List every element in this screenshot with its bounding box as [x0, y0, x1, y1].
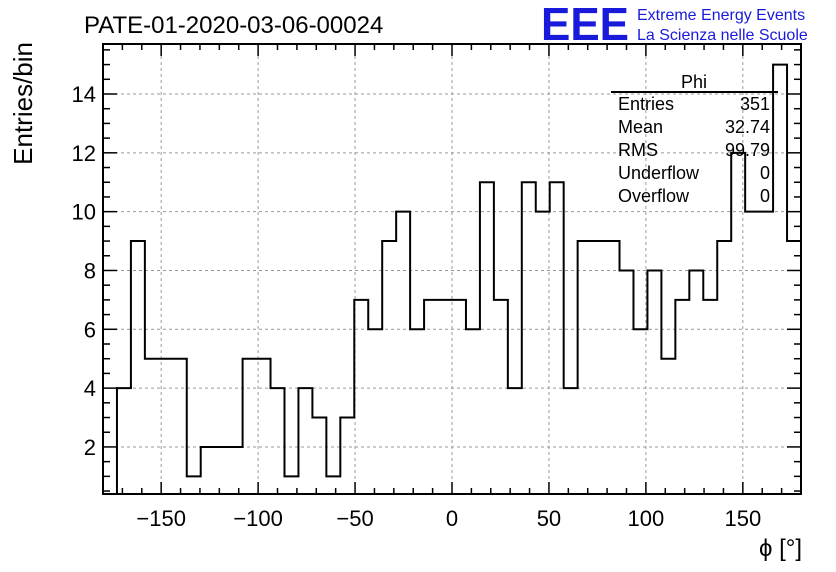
stats-label-entries: Entries	[618, 94, 674, 114]
axis-ticks	[102, 44, 802, 494]
eee-logo-line1: Extreme Energy Events	[637, 7, 805, 24]
grid-lines	[103, 44, 801, 494]
eee-logo: EEE Extreme Energy Events La Scienza nel…	[541, 0, 808, 50]
x-tick-labels: −150 −100 −50 0 50 100 150	[136, 506, 761, 531]
stats-value-rms: 99.79	[725, 140, 770, 160]
stats-value-underflow: 0	[760, 163, 770, 183]
stats-box-name: Phi	[681, 72, 707, 92]
y-tick-label: 2	[84, 435, 96, 460]
stats-label-mean: Mean	[618, 117, 663, 137]
chart-title: PATE-01-2020-03-06-00024	[84, 12, 383, 39]
x-tick-label: 50	[537, 506, 561, 531]
x-tick-label: −50	[336, 506, 373, 531]
stats-box: Phi Entries 351 Mean 32.74 RMS 99.79 Und…	[611, 72, 778, 206]
eee-logo-mark: EEE	[541, 0, 629, 50]
stats-label-rms: RMS	[618, 140, 658, 160]
stats-value-entries: 351	[740, 94, 770, 114]
y-tick-label: 10	[72, 200, 96, 225]
y-tick-label: 12	[72, 141, 96, 166]
x-tick-label: 150	[724, 506, 761, 531]
stats-value-mean: 32.74	[725, 117, 770, 137]
y-tick-label: 8	[84, 258, 96, 283]
stats-label-underflow: Underflow	[618, 163, 700, 183]
x-axis-label: ϕ [°]	[759, 535, 802, 562]
y-tick-label: 14	[72, 82, 96, 107]
y-tick-label: 4	[84, 376, 96, 401]
x-tick-label: 0	[446, 506, 458, 531]
stats-value-overflow: 0	[760, 186, 770, 206]
y-axis-label: Entries/bin	[8, 42, 38, 165]
histogram-step-line	[103, 63, 802, 495]
x-tick-label: −100	[233, 506, 283, 531]
eee-logo-line2: La Scienza nelle Scuole	[637, 27, 808, 44]
y-tick-labels: 2 4 6 8 10 12 14	[72, 82, 96, 460]
x-tick-label: −150	[136, 506, 186, 531]
x-tick-label: 100	[628, 506, 665, 531]
stats-label-overflow: Overflow	[618, 186, 690, 206]
y-tick-label: 6	[84, 317, 96, 342]
